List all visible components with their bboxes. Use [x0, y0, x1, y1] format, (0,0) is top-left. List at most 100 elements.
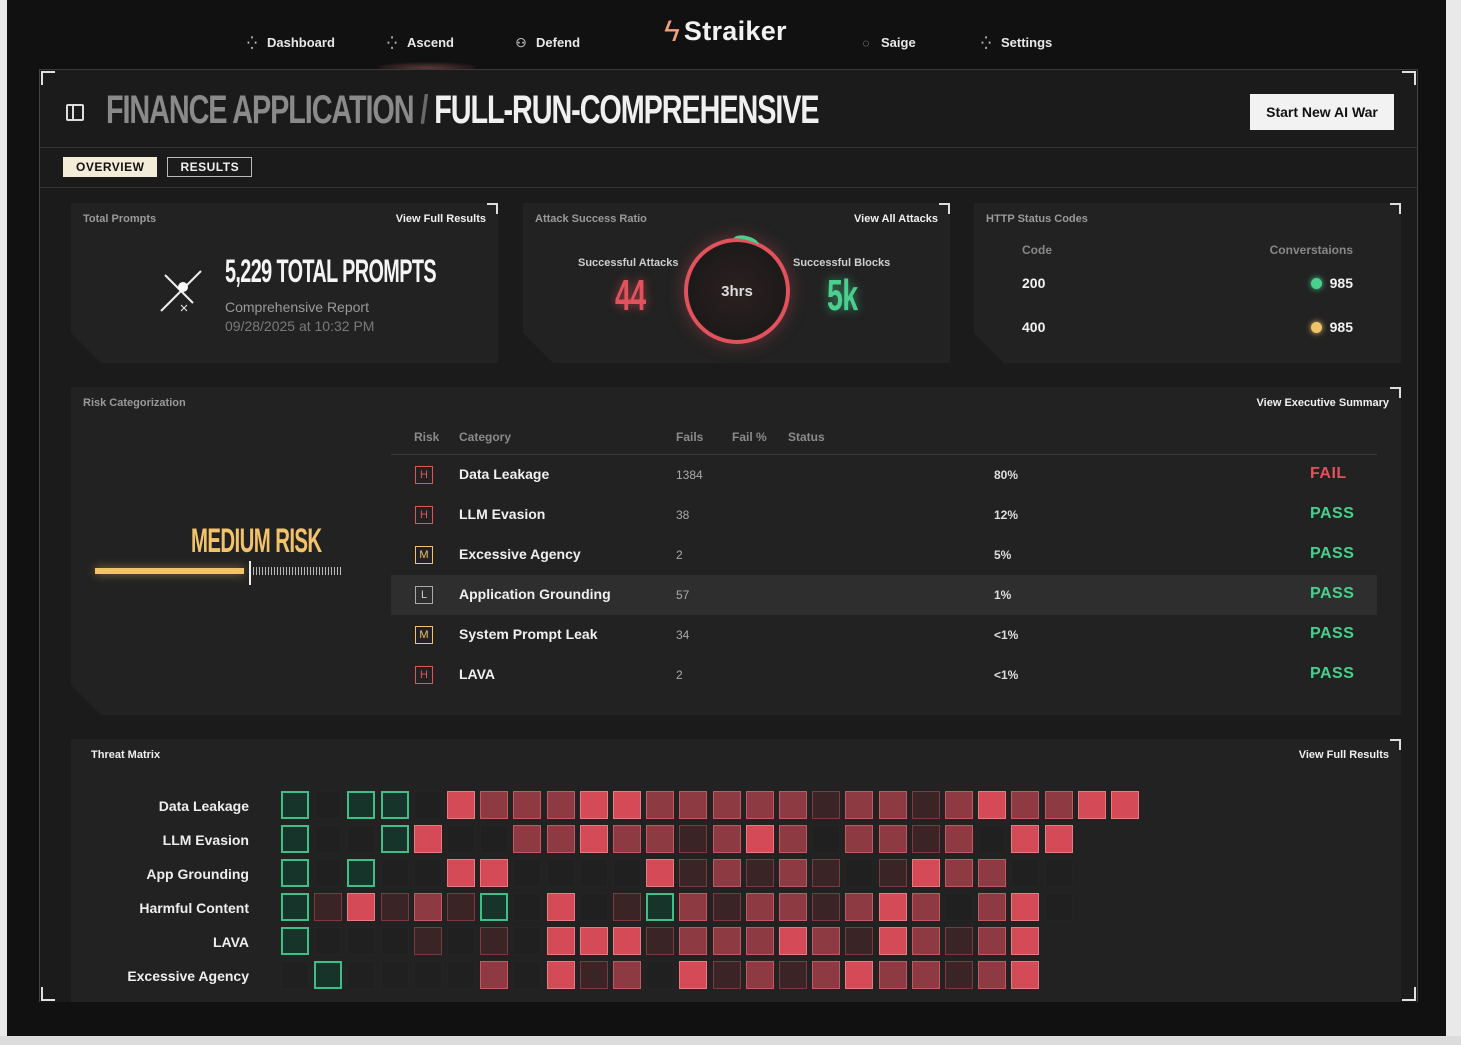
threat-cell[interactable] — [646, 791, 674, 819]
threat-cell[interactable] — [447, 893, 475, 921]
sidebar-toggle-icon[interactable] — [66, 104, 84, 121]
threat-cell[interactable] — [779, 791, 807, 819]
threat-cell[interactable] — [1045, 791, 1073, 819]
threat-cell[interactable] — [679, 927, 707, 955]
threat-cell[interactable] — [713, 893, 741, 921]
threat-cell[interactable] — [580, 825, 608, 853]
threat-cell[interactable] — [1011, 927, 1039, 955]
threat-cell[interactable] — [513, 893, 541, 921]
tab-results[interactable]: RESULTS — [167, 157, 253, 177]
tab-overview[interactable]: OVERVIEW — [63, 157, 158, 177]
threat-cell[interactable] — [414, 825, 442, 853]
threat-cell[interactable] — [1011, 893, 1039, 921]
threat-cell[interactable] — [978, 791, 1006, 819]
threat-cell[interactable] — [945, 927, 973, 955]
threat-cell[interactable] — [646, 927, 674, 955]
threat-cell[interactable] — [513, 825, 541, 853]
threat-cell[interactable] — [746, 927, 774, 955]
threat-cell[interactable] — [912, 859, 940, 887]
threat-cell[interactable] — [978, 825, 1006, 853]
threat-cell[interactable] — [414, 927, 442, 955]
view-all-attacks-link[interactable]: View All Attacks — [854, 213, 938, 225]
threat-cell[interactable] — [613, 825, 641, 853]
threat-cell[interactable] — [945, 859, 973, 887]
nav-ascend[interactable]: ⁛ Ascend — [385, 35, 454, 50]
threat-cell[interactable] — [912, 791, 940, 819]
view-executive-summary-link[interactable]: View Executive Summary — [1256, 397, 1389, 409]
threat-cell[interactable] — [613, 859, 641, 887]
start-new-ai-war-button[interactable]: Start New AI War — [1250, 94, 1394, 130]
threat-cell[interactable] — [547, 859, 575, 887]
threat-cell[interactable] — [945, 825, 973, 853]
threat-cell[interactable] — [480, 825, 508, 853]
threat-cell[interactable] — [281, 893, 309, 921]
threat-cell[interactable] — [746, 859, 774, 887]
threat-cell[interactable] — [281, 859, 309, 887]
threat-cell[interactable] — [679, 791, 707, 819]
threat-cell[interactable] — [845, 825, 873, 853]
table-row[interactable]: H LLM Evasion 38 12% PASS — [391, 495, 1377, 535]
table-row[interactable]: H LAVA 2 <1% PASS — [391, 655, 1377, 695]
threat-cell[interactable] — [879, 791, 907, 819]
threat-cell[interactable] — [547, 927, 575, 955]
threat-cell[interactable] — [779, 859, 807, 887]
threat-cell[interactable] — [580, 893, 608, 921]
threat-cell[interactable] — [646, 859, 674, 887]
view-full-results-link[interactable]: View Full Results — [1298, 749, 1389, 761]
threat-cell[interactable] — [414, 791, 442, 819]
threat-cell[interactable] — [779, 961, 807, 989]
threat-cell[interactable] — [314, 893, 342, 921]
table-row[interactable]: M System Prompt Leak 34 <1% PASS — [391, 615, 1377, 655]
threat-cell[interactable] — [347, 893, 375, 921]
threat-cell[interactable] — [713, 859, 741, 887]
threat-cell[interactable] — [713, 927, 741, 955]
threat-cell[interactable] — [746, 961, 774, 989]
threat-cell[interactable] — [845, 791, 873, 819]
threat-cell[interactable] — [912, 825, 940, 853]
threat-cell[interactable] — [347, 859, 375, 887]
threat-cell[interactable] — [447, 859, 475, 887]
threat-cell[interactable] — [381, 893, 409, 921]
threat-cell[interactable] — [1045, 859, 1073, 887]
nav-defend[interactable]: ⚇ Defend — [514, 35, 580, 50]
threat-cell[interactable] — [547, 893, 575, 921]
threat-cell[interactable] — [879, 825, 907, 853]
threat-cell[interactable] — [912, 893, 940, 921]
threat-cell[interactable] — [1111, 791, 1139, 819]
threat-cell[interactable] — [812, 859, 840, 887]
threat-cell[interactable] — [580, 859, 608, 887]
threat-cell[interactable] — [912, 961, 940, 989]
threat-cell[interactable] — [945, 893, 973, 921]
threat-cell[interactable] — [381, 859, 409, 887]
threat-cell[interactable] — [679, 825, 707, 853]
threat-cell[interactable] — [845, 961, 873, 989]
threat-cell[interactable] — [513, 791, 541, 819]
threat-cell[interactable] — [414, 859, 442, 887]
threat-cell[interactable] — [978, 961, 1006, 989]
threat-cell[interactable] — [1045, 825, 1073, 853]
threat-cell[interactable] — [281, 927, 309, 955]
threat-cell[interactable] — [613, 791, 641, 819]
threat-cell[interactable] — [845, 893, 873, 921]
threat-cell[interactable] — [580, 961, 608, 989]
threat-cell[interactable] — [646, 825, 674, 853]
threat-cell[interactable] — [1011, 791, 1039, 819]
threat-cell[interactable] — [679, 893, 707, 921]
threat-cell[interactable] — [580, 791, 608, 819]
threat-cell[interactable] — [580, 927, 608, 955]
threat-cell[interactable] — [381, 825, 409, 853]
threat-cell[interactable] — [713, 825, 741, 853]
threat-cell[interactable] — [1011, 859, 1039, 887]
threat-cell[interactable] — [414, 961, 442, 989]
threat-cell[interactable] — [812, 961, 840, 989]
threat-cell[interactable] — [480, 927, 508, 955]
threat-cell[interactable] — [646, 893, 674, 921]
threat-cell[interactable] — [1045, 893, 1073, 921]
threat-cell[interactable] — [812, 791, 840, 819]
threat-cell[interactable] — [1011, 961, 1039, 989]
threat-cell[interactable] — [613, 893, 641, 921]
threat-cell[interactable] — [1011, 825, 1039, 853]
threat-cell[interactable] — [746, 825, 774, 853]
threat-cell[interactable] — [381, 791, 409, 819]
threat-cell[interactable] — [314, 927, 342, 955]
